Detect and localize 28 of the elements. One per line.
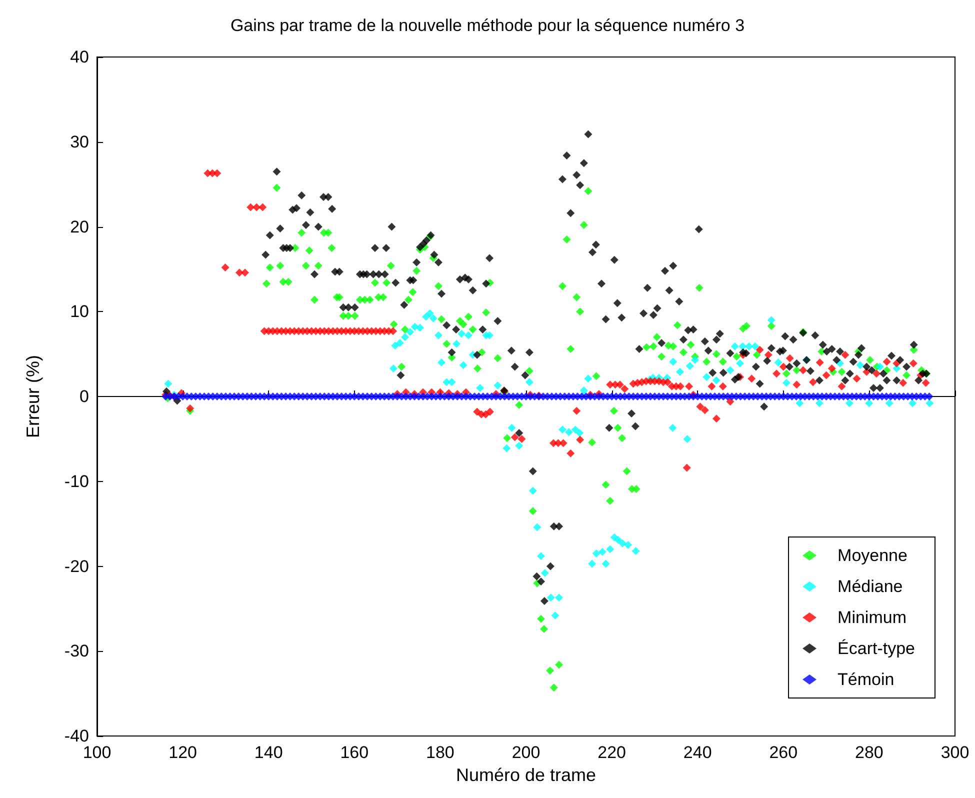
y-tick-label: 40: [70, 48, 89, 66]
x-tick-label: 120: [168, 743, 197, 762]
x-tick-label: 100: [82, 743, 112, 762]
chart-title: Gains par trame de la nouvelle méthode pour la séquence numéro 3: [230, 16, 745, 35]
x-tick-label: 300: [940, 743, 970, 762]
x-tick-label: 140: [254, 743, 283, 762]
x-tick-label: 280: [855, 743, 884, 762]
y-tick-label: 0: [80, 387, 89, 406]
x-tick-label: 200: [512, 743, 540, 762]
x-axis-title: Numéro de trame: [456, 764, 596, 785]
y-tick-label: 30: [70, 132, 89, 152]
y-tick-label: -40: [64, 726, 89, 746]
legend-label: Témoin: [838, 670, 894, 689]
y-axis-title: Erreur (%): [23, 354, 43, 438]
legend-label: Minimum: [838, 608, 906, 627]
y-tick-label: -30: [64, 642, 89, 661]
x-tick-label: 180: [426, 743, 454, 762]
y-tick-label: -10: [64, 472, 89, 491]
y-tick-label: 10: [70, 302, 89, 322]
y-tick-label: -20: [64, 556, 89, 576]
x-tick-label: 220: [598, 743, 626, 762]
x-tick-label: 160: [340, 743, 369, 762]
x-tick-label: 260: [769, 743, 798, 762]
legend-label: Médiane: [838, 577, 903, 596]
y-tick-label: 20: [70, 217, 89, 236]
legend-label: Écart-type: [838, 639, 916, 658]
legend-label: Moyenne: [838, 546, 908, 565]
x-tick-label: 240: [683, 743, 712, 762]
